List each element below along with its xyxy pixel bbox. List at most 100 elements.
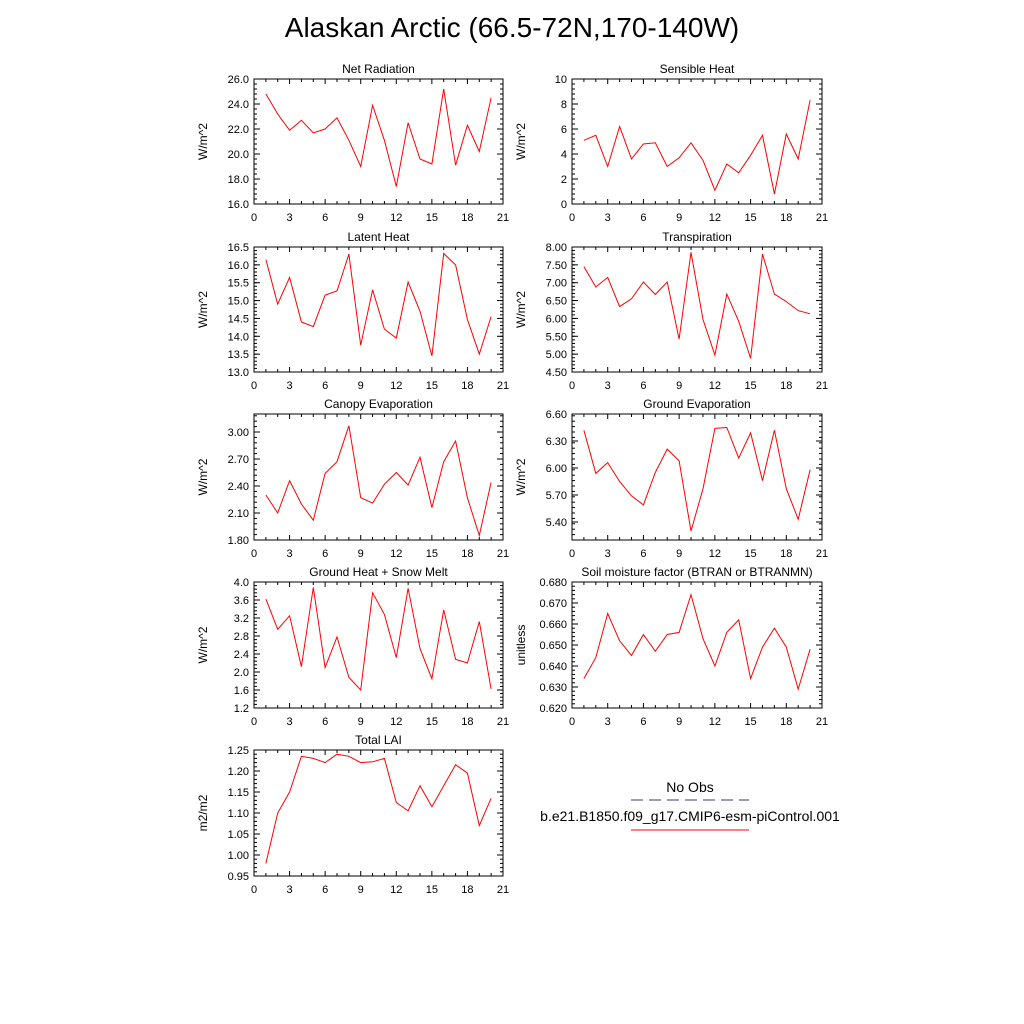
- y-axis-label: unitless: [514, 625, 528, 666]
- x-tick-label: 0: [251, 716, 257, 728]
- panel-net-radiation: 0 3 6 9 12 15 18 21 16.0 18.0 20.0 22.0 24.0 26.0 Net …: [196, 62, 509, 224]
- legend: [631, 799, 749, 831]
- y-tick-label: 5.70: [546, 490, 567, 502]
- series-line: [265, 88, 492, 187]
- x-tick-label: 15: [744, 716, 756, 728]
- y-tick-label: 6.50: [546, 296, 567, 308]
- x-tick-label: 0: [569, 212, 575, 224]
- y-tick-label: 3.00: [228, 427, 249, 439]
- legend-model-label: b.e21.B1850.f09_g17.CMIP6-esm-piControl.…: [540, 808, 840, 824]
- y-tick-label: 14.0: [228, 331, 249, 343]
- series-line: [583, 592, 811, 691]
- y-tick-label: 3.6: [234, 595, 249, 607]
- x-tick-label: 18: [780, 380, 792, 392]
- y-tick-label: 16.5: [228, 242, 249, 254]
- panel-ground-evaporation: 0 3 6 9 12 15 18 21 5.40 5.70 6.00 6.30 6.60 Ground E…: [514, 397, 828, 560]
- x-tick-label: 3: [605, 548, 611, 560]
- panel-title: Total LAI: [355, 733, 402, 747]
- x-tick-label: 9: [358, 212, 364, 224]
- y-tick-label: 15.5: [228, 278, 249, 290]
- plot-frame: [253, 749, 504, 877]
- legend-obs-label: No Obs: [666, 779, 714, 795]
- y-tick-label: 0.680: [539, 577, 567, 589]
- panel-title: Ground Evaporation: [643, 397, 750, 411]
- y-tick-label: 3.2: [234, 613, 249, 625]
- x-tick-label: 15: [744, 212, 756, 224]
- x-tick-label: 15: [744, 548, 756, 560]
- y-tick-label: 1.80: [228, 535, 249, 547]
- y-tick-label: 0.670: [539, 598, 567, 610]
- series-line: [265, 252, 492, 357]
- y-axis-label: W/m^2: [196, 626, 210, 663]
- y-tick-label: 16.0: [228, 199, 249, 211]
- x-tick-label: 6: [322, 548, 328, 560]
- x-tick-label: 21: [497, 212, 509, 224]
- x-tick-label: 12: [709, 380, 721, 392]
- panel-transpiration: 0 3 6 9 12 15 18 21 4.50 5.00 5.50 6.00 6.50 7.00 7.50…: [514, 230, 828, 392]
- x-tick-label: 12: [390, 548, 402, 560]
- x-tick-label: 18: [780, 212, 792, 224]
- x-tick-label: 6: [322, 884, 328, 896]
- x-tick-label: 3: [287, 884, 293, 896]
- y-tick-label: 0: [561, 199, 567, 211]
- x-tick-label: 21: [816, 716, 828, 728]
- panel-ground-heat-snow-melt: 0 3 6 9 12 15 18 21 1.2 1.6 2.0 2.4 2.8 3.2 3.6 4.0 Grou…: [196, 565, 509, 728]
- y-tick-label: 7.50: [546, 260, 567, 272]
- x-tick-label: 18: [780, 716, 792, 728]
- x-tick-label: 15: [426, 548, 438, 560]
- x-tick-label: 0: [569, 548, 575, 560]
- series-line: [265, 425, 492, 538]
- x-tick-label: 18: [461, 380, 473, 392]
- x-tick-label: 3: [287, 380, 293, 392]
- x-tick-label: 15: [426, 380, 438, 392]
- y-axis-label: W/m^2: [514, 291, 528, 328]
- y-tick-label: 14.5: [228, 313, 249, 325]
- plot-frame: [571, 413, 823, 541]
- y-tick-label: 1.00: [228, 850, 249, 862]
- y-tick-label: 4: [561, 149, 567, 161]
- x-tick-label: 3: [605, 380, 611, 392]
- x-tick-label: 0: [251, 380, 257, 392]
- x-tick-label: 6: [322, 716, 328, 728]
- y-tick-label: 4.0: [234, 577, 249, 589]
- y-tick-label: 6.00: [546, 463, 567, 475]
- x-tick-label: 0: [251, 884, 257, 896]
- x-tick-label: 21: [497, 716, 509, 728]
- y-tick-label: 0.620: [539, 703, 567, 715]
- y-tick-label: 0.650: [539, 640, 567, 652]
- x-tick-label: 6: [640, 212, 646, 224]
- y-axis-label: W/m^2: [514, 458, 528, 495]
- x-tick-label: 12: [709, 716, 721, 728]
- y-tick-label: 26.0: [228, 74, 249, 86]
- y-tick-label: 2.0: [234, 667, 249, 679]
- x-tick-label: 9: [358, 380, 364, 392]
- panel-title: Latent Heat: [347, 230, 410, 244]
- y-tick-label: 2.8: [234, 631, 249, 643]
- y-tick-label: 6.60: [546, 409, 567, 421]
- x-tick-label: 3: [287, 716, 293, 728]
- y-tick-label: 6.30: [546, 436, 567, 448]
- x-tick-label: 12: [390, 380, 402, 392]
- y-tick-label: 13.5: [228, 349, 249, 361]
- x-tick-label: 15: [426, 212, 438, 224]
- x-tick-label: 18: [461, 212, 473, 224]
- plot-frame: [253, 413, 504, 541]
- series-line: [583, 426, 811, 532]
- y-tick-label: 5.00: [546, 349, 567, 361]
- x-tick-label: 18: [461, 548, 473, 560]
- y-tick-label: 16.0: [228, 260, 249, 272]
- x-tick-label: 21: [816, 380, 828, 392]
- x-tick-label: 21: [497, 380, 509, 392]
- x-tick-label: 21: [816, 548, 828, 560]
- y-tick-label: 10: [555, 74, 567, 86]
- x-tick-label: 6: [322, 380, 328, 392]
- y-tick-label: 22.0: [228, 124, 249, 136]
- panel-title: Net Radiation: [342, 62, 415, 76]
- y-tick-label: 6: [561, 124, 567, 136]
- y-tick-label: 2: [561, 174, 567, 186]
- x-tick-label: 12: [709, 212, 721, 224]
- x-tick-label: 9: [358, 884, 364, 896]
- panel-latent-heat: 0 3 6 9 12 15 18 21 13.0 13.5 14.0 14.5 15.0 15.5 16.0…: [196, 230, 509, 392]
- series-line: [265, 587, 492, 692]
